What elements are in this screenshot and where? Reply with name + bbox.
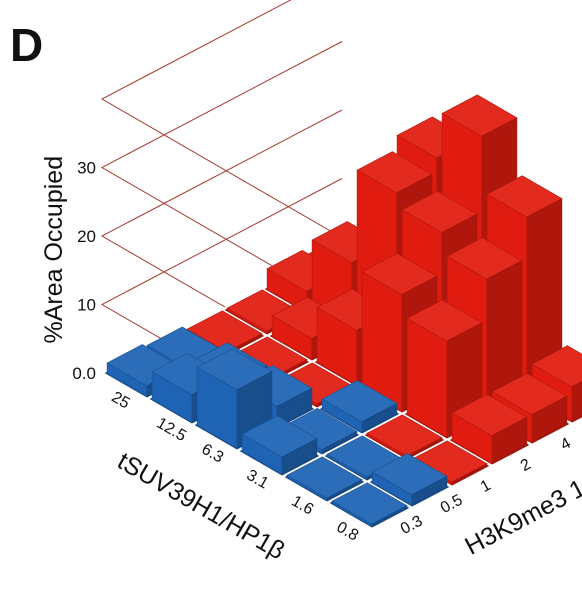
y-tick-label: 4 [558, 435, 574, 454]
bar-front-face [241, 433, 283, 475]
bar [321, 380, 398, 433]
bar-front-face [371, 471, 413, 506]
x-tick-label: 3.1 [244, 467, 272, 493]
bar-front-face [321, 398, 363, 433]
bar-front-face [406, 317, 448, 438]
bar-front-face [106, 362, 147, 397]
z-axis-label: %Area Occupied [40, 156, 68, 344]
bar-front-face [361, 271, 403, 412]
bar-front-face [331, 500, 373, 527]
bar [366, 414, 443, 459]
bar [371, 453, 448, 506]
bar-front-face [196, 366, 237, 449]
bar-front-face [286, 474, 328, 501]
bar [196, 348, 273, 449]
bar-front-face [451, 412, 493, 464]
x-tick-label: 25 [109, 389, 133, 413]
x-tick-label: 1.6 [289, 493, 317, 519]
bar [451, 394, 528, 464]
bar [286, 456, 363, 501]
z-tick-label: 0.0 [72, 364, 96, 383]
z-tick-label: 10 [77, 296, 96, 315]
x-tick-label: 6.3 [199, 441, 227, 467]
y-tick-label: 0.3 [398, 513, 426, 538]
bars-layer [106, 94, 582, 527]
panel-label: D [10, 19, 44, 71]
x-tick-label: 0.8 [334, 519, 362, 545]
bar-front-face [151, 371, 192, 423]
bar [331, 482, 408, 527]
z-tick-label: 30 [77, 159, 96, 178]
bar-front-face [226, 307, 268, 334]
y-tick-label: 2 [518, 456, 534, 475]
bar [241, 415, 318, 475]
bar-front-face [326, 453, 368, 480]
bar-front-face [271, 315, 313, 360]
y-tick-label: 1 [478, 477, 494, 496]
y-tick-label: 0.5 [438, 492, 466, 517]
wall-top-line [100, 0, 373, 256]
z-tick-label: 20 [77, 227, 96, 246]
